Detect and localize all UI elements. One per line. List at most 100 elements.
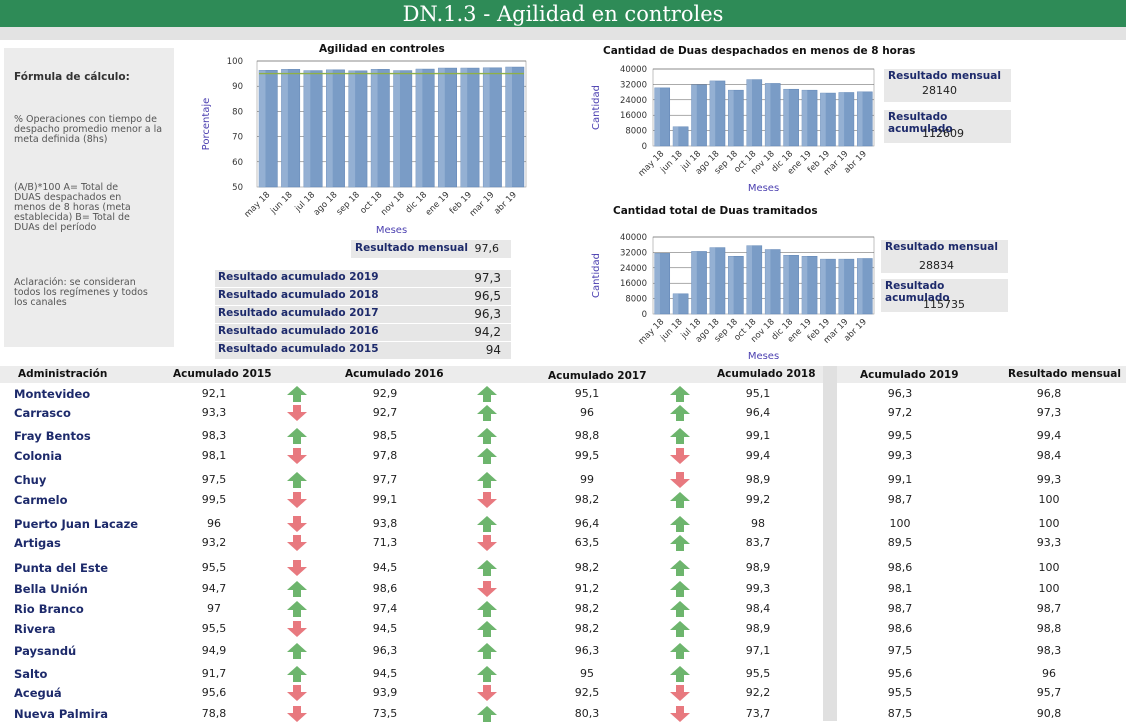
cell-value: 92,1 — [201, 387, 227, 400]
formula-description-line: despacho promedio menor a la — [14, 124, 163, 135]
table-row: Punta del Este 95,5 94,5 98,2 98,9 98,6 100 — [0, 558, 1126, 578]
administracion-name[interactable]: Paysandú — [14, 644, 77, 658]
administracion-name[interactable]: Salto — [14, 667, 48, 681]
arrow-down-icon — [287, 448, 307, 464]
cell-value: 98 — [751, 517, 765, 530]
administracion-name[interactable]: Carmelo — [14, 493, 68, 507]
cell-value: 95,5 — [745, 667, 771, 680]
cell-value: 63,5 — [574, 536, 600, 549]
y-tick-label: 40000 — [620, 233, 647, 243]
formula-note-line: los canales — [14, 297, 67, 308]
cell-value: 93,3 — [1036, 536, 1062, 549]
cell-value: 95,5 — [201, 622, 227, 635]
bar-highlight — [415, 69, 423, 187]
table-row: Carrasco 93,3 92,7 96 96,4 97,2 97,3 — [0, 403, 1126, 423]
arrow-down-icon — [287, 621, 307, 637]
arrow-down-icon — [670, 448, 690, 464]
administracion-name[interactable]: Chuy — [14, 473, 47, 487]
cell-value: 99,3 — [1036, 473, 1062, 486]
administracion-name[interactable]: Nueva Palmira — [14, 707, 109, 721]
arrow-up-icon — [670, 666, 690, 682]
bar-highlight — [857, 258, 863, 314]
cell-value: 92,2 — [745, 686, 771, 699]
cell-value: 92,5 — [574, 686, 600, 699]
administracion-name[interactable]: Rivera — [14, 622, 56, 636]
y-tick-label: 32000 — [620, 80, 647, 90]
result-value: 115735 — [923, 298, 965, 311]
bar-highlight — [857, 91, 863, 146]
bar-highlight — [281, 69, 288, 187]
administracion-name[interactable]: Carrasco — [14, 406, 71, 420]
y-tick-label: 70 — [232, 133, 243, 143]
administracion-name[interactable]: Aceguá — [14, 686, 62, 700]
administracion-name[interactable]: Bella Unión — [14, 582, 88, 596]
arrow-down-icon — [670, 472, 690, 488]
cell-value: 100 — [1038, 561, 1060, 574]
cell-value: 92,9 — [372, 387, 398, 400]
cell-value: 97,5 — [201, 473, 227, 486]
bar-highlight — [783, 89, 789, 146]
administracion-name[interactable]: Punta del Este — [14, 561, 109, 575]
arrow-down-icon — [287, 516, 307, 532]
administracion-name[interactable]: Montevideo — [14, 387, 91, 401]
cell-value: 93,2 — [201, 536, 227, 549]
bar-highlight — [654, 253, 660, 314]
arrow-up-icon — [477, 405, 497, 421]
bar-highlight — [783, 255, 789, 314]
accumulated-row: Resultado acumulado 2016 94,2 — [215, 324, 511, 341]
cell-value: 96,8 — [1036, 387, 1062, 400]
formula-definition-line: DUAS despachados en — [14, 192, 122, 203]
administracion-name[interactable]: Colonia — [14, 449, 63, 463]
formula-description-line: % Operaciones con tiempo de — [14, 114, 157, 125]
cell-value: 100 — [1038, 517, 1060, 530]
bar-highlight — [326, 69, 333, 187]
cell-value: 91,7 — [201, 667, 227, 680]
cell-value: 99,3 — [745, 582, 771, 595]
cell-value: 94,7 — [201, 582, 227, 595]
arrow-down-icon — [287, 706, 307, 722]
bar-highlight — [838, 92, 845, 146]
administracion-name[interactable]: Fray Bentos — [14, 429, 91, 443]
chart3-accumulated-result: Resultado acumulado 115735 — [881, 279, 1008, 312]
y-tick-label: 60 — [232, 158, 243, 168]
cell-value: 98,6 — [372, 582, 398, 595]
cell-value: 99,5 — [201, 493, 227, 506]
administracion-name[interactable]: Artigas — [14, 536, 61, 550]
administracion-name[interactable]: Rio Branco — [14, 602, 84, 616]
cell-value: 100 — [1038, 493, 1060, 506]
y-tick-label: 80 — [232, 107, 243, 117]
x-tick-label: may 18 — [243, 190, 273, 220]
arrow-up-icon — [670, 492, 690, 508]
cell-value: 95,5 — [887, 686, 913, 699]
x-tick-label: mar 19 — [468, 190, 497, 219]
arrow-up-icon — [670, 621, 690, 637]
bar-highlight — [765, 83, 771, 146]
accumulated-value: 94,2 — [474, 325, 501, 339]
y-tick-label: 50 — [232, 183, 243, 193]
bar-highlight — [820, 93, 826, 146]
cell-value: 98,1 — [887, 582, 913, 595]
arrow-down-icon — [477, 535, 497, 551]
administracion-name[interactable]: Puerto Juan Lacaze — [14, 517, 139, 531]
accumulated-label: Resultado acumulado 2015 — [218, 343, 379, 355]
bar-highlight — [393, 70, 400, 187]
result-value: 97,6 — [474, 242, 500, 255]
chart2-accumulated-result: Resultado acumulado 112609 — [884, 110, 1011, 143]
arrow-down-icon — [670, 685, 690, 701]
bar-highlight — [820, 259, 826, 314]
y-tick-label: 0 — [642, 142, 647, 152]
arrow-up-icon — [287, 643, 307, 659]
cell-value: 98,4 — [745, 602, 771, 615]
accumulated-value: 96,3 — [474, 307, 501, 321]
cell-value: 96 — [580, 406, 594, 419]
arrow-up-icon — [287, 581, 307, 597]
bar-highlight — [438, 68, 445, 187]
cell-value: 73,7 — [745, 707, 771, 720]
cell-value: 97 — [207, 602, 221, 615]
bar-highlight — [728, 90, 734, 146]
x-tick-label: abr 19 — [492, 190, 519, 217]
header-acumulado-2015: Acumulado 2015 — [173, 368, 272, 380]
formula-heading: Fórmula de cálculo: — [14, 71, 130, 83]
header-acumulado-2016: Acumulado 2016 — [345, 368, 444, 380]
